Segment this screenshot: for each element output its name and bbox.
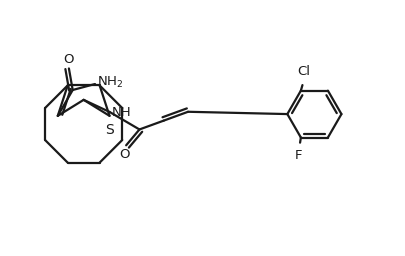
Text: NH: NH: [112, 106, 131, 119]
Text: S: S: [105, 123, 114, 137]
Text: F: F: [294, 149, 302, 162]
Text: NH$_2$: NH$_2$: [96, 75, 123, 90]
Text: O: O: [63, 53, 73, 66]
Text: O: O: [119, 148, 129, 161]
Text: Cl: Cl: [297, 65, 310, 78]
